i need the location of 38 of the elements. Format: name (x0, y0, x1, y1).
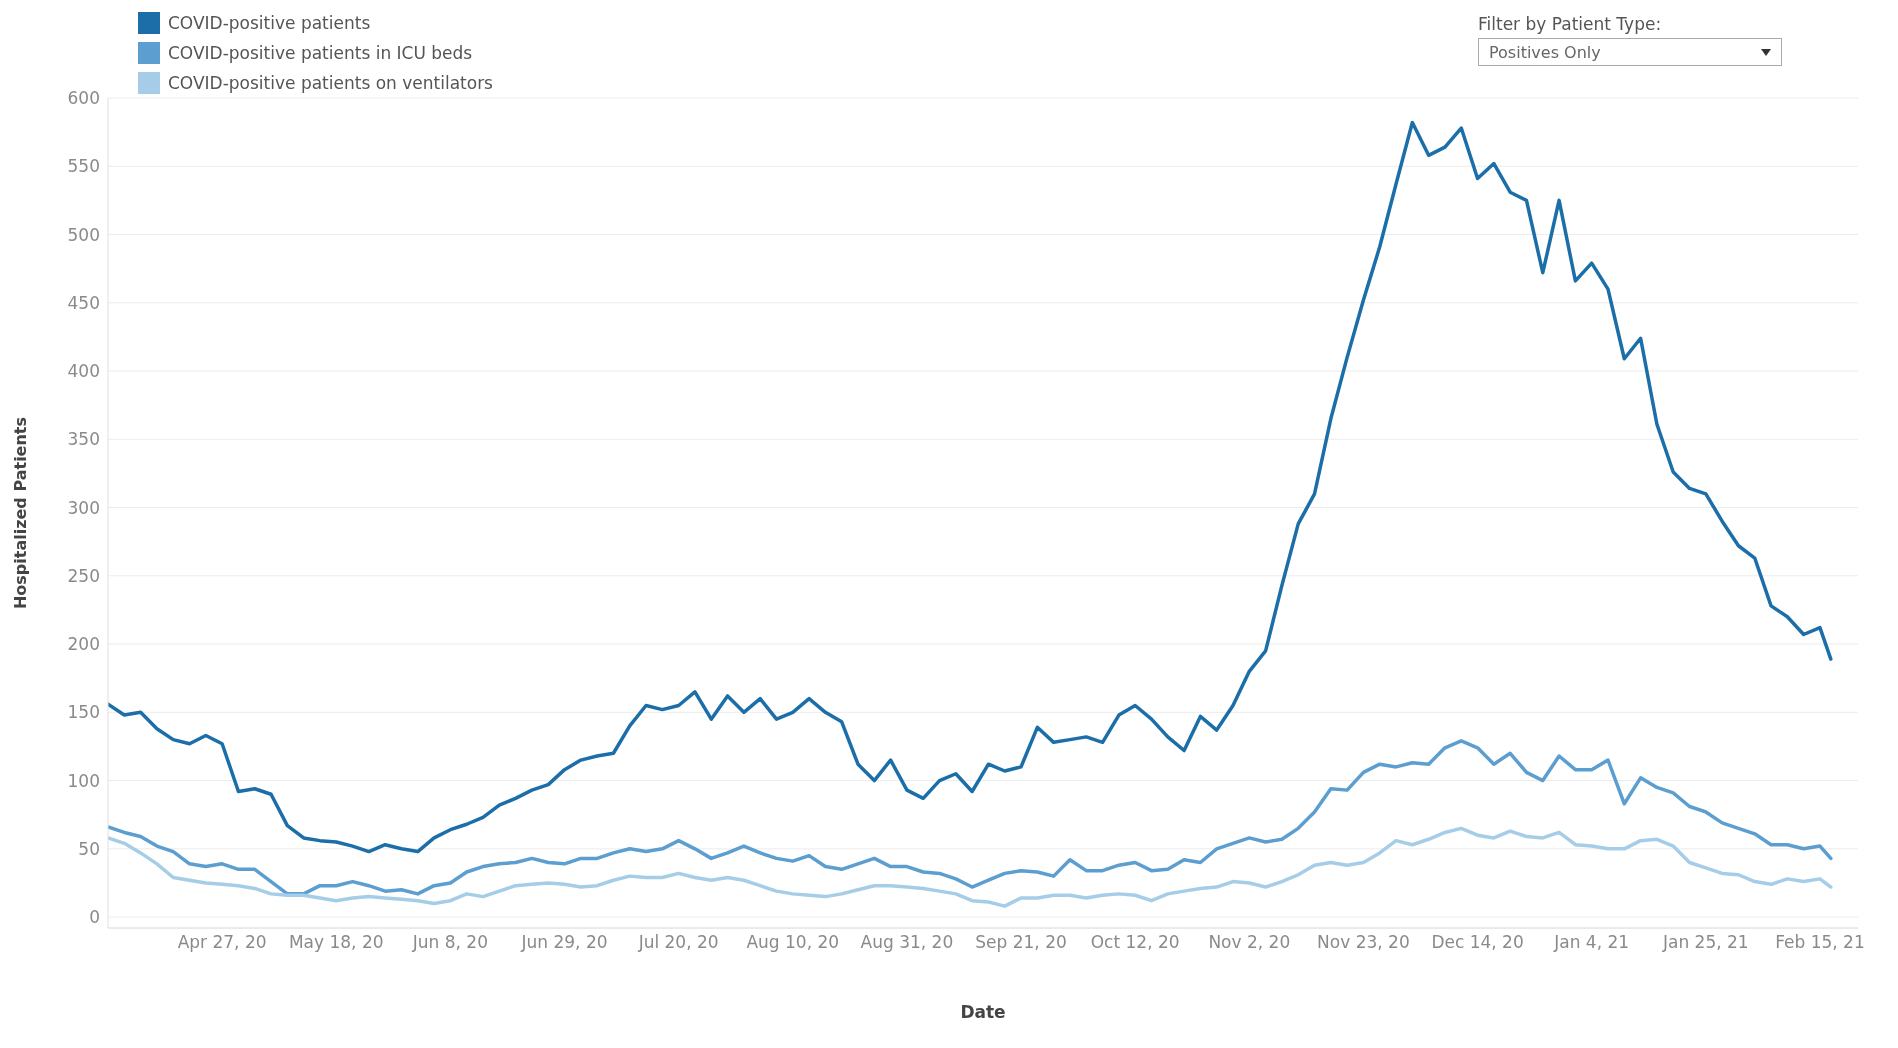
x-tick-label: Oct 12, 20 (1090, 932, 1180, 953)
x-tick-label: Jan 25, 21 (1661, 932, 1749, 953)
y-tick-label: 300 (67, 497, 100, 518)
legend-label: COVID-positive patients on ventilators (168, 73, 493, 93)
y-tick-label: 0 (89, 907, 100, 928)
x-tick-label: May 18, 20 (288, 932, 384, 953)
y-tick-label: 400 (67, 361, 100, 382)
y-tick-label: 150 (67, 702, 100, 723)
x-axis-title: Date (960, 1002, 1006, 1022)
x-tick-label: Jul 20, 20 (637, 932, 719, 953)
line-series (108, 739, 1833, 896)
y-tick-label: 250 (67, 565, 100, 586)
x-tick-label: Nov 2, 20 (1208, 932, 1291, 953)
x-tick-label: Aug 10, 20 (746, 932, 840, 953)
dropdown-field: Positives Only (1478, 38, 1782, 66)
text: Filter by Patient Type: (1478, 14, 1663, 34)
x-tick-label: Jan 4, 21 (1553, 932, 1630, 953)
y-axis-title: Hospitalized Patients (10, 416, 30, 610)
y-tick-label: 600 (67, 88, 100, 109)
y-tick-label: 50 (78, 838, 100, 859)
y-tick-label: 450 (67, 292, 100, 313)
line-series (108, 826, 1833, 908)
x-tick-label: Dec 14, 20 (1431, 932, 1524, 953)
x-tick-label: Jun 8, 20 (411, 932, 489, 953)
y-tick-label: 550 (67, 156, 100, 177)
legend-label: COVID-positive patients (168, 13, 371, 33)
line-series (108, 120, 1833, 854)
x-tick-label: Aug 31, 20 (860, 932, 954, 953)
y-tick-label: 500 (67, 224, 100, 245)
x-tick-label: Sep 21, 20 (975, 932, 1067, 953)
x-tick-label: Apr 27, 20 (177, 932, 267, 953)
x-tick-label: Feb 15, 21 (1775, 932, 1865, 953)
x-tick-label: Nov 23, 20 (1317, 932, 1410, 953)
y-tick-label: 200 (67, 634, 100, 655)
legend-label: COVID-positive patients in ICU beds (168, 43, 473, 63)
x-tick-label: Jun 29, 20 (520, 932, 608, 953)
y-tick-label: 350 (67, 429, 100, 450)
y-tick-label: 100 (67, 770, 100, 791)
